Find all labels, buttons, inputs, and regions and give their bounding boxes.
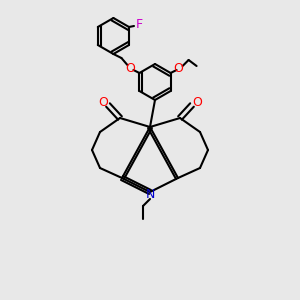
Text: O: O bbox=[192, 95, 202, 109]
Text: O: O bbox=[125, 61, 135, 74]
Text: O: O bbox=[98, 95, 108, 109]
Text: N: N bbox=[145, 188, 155, 202]
Text: F: F bbox=[135, 19, 142, 32]
Text: O: O bbox=[174, 61, 184, 74]
